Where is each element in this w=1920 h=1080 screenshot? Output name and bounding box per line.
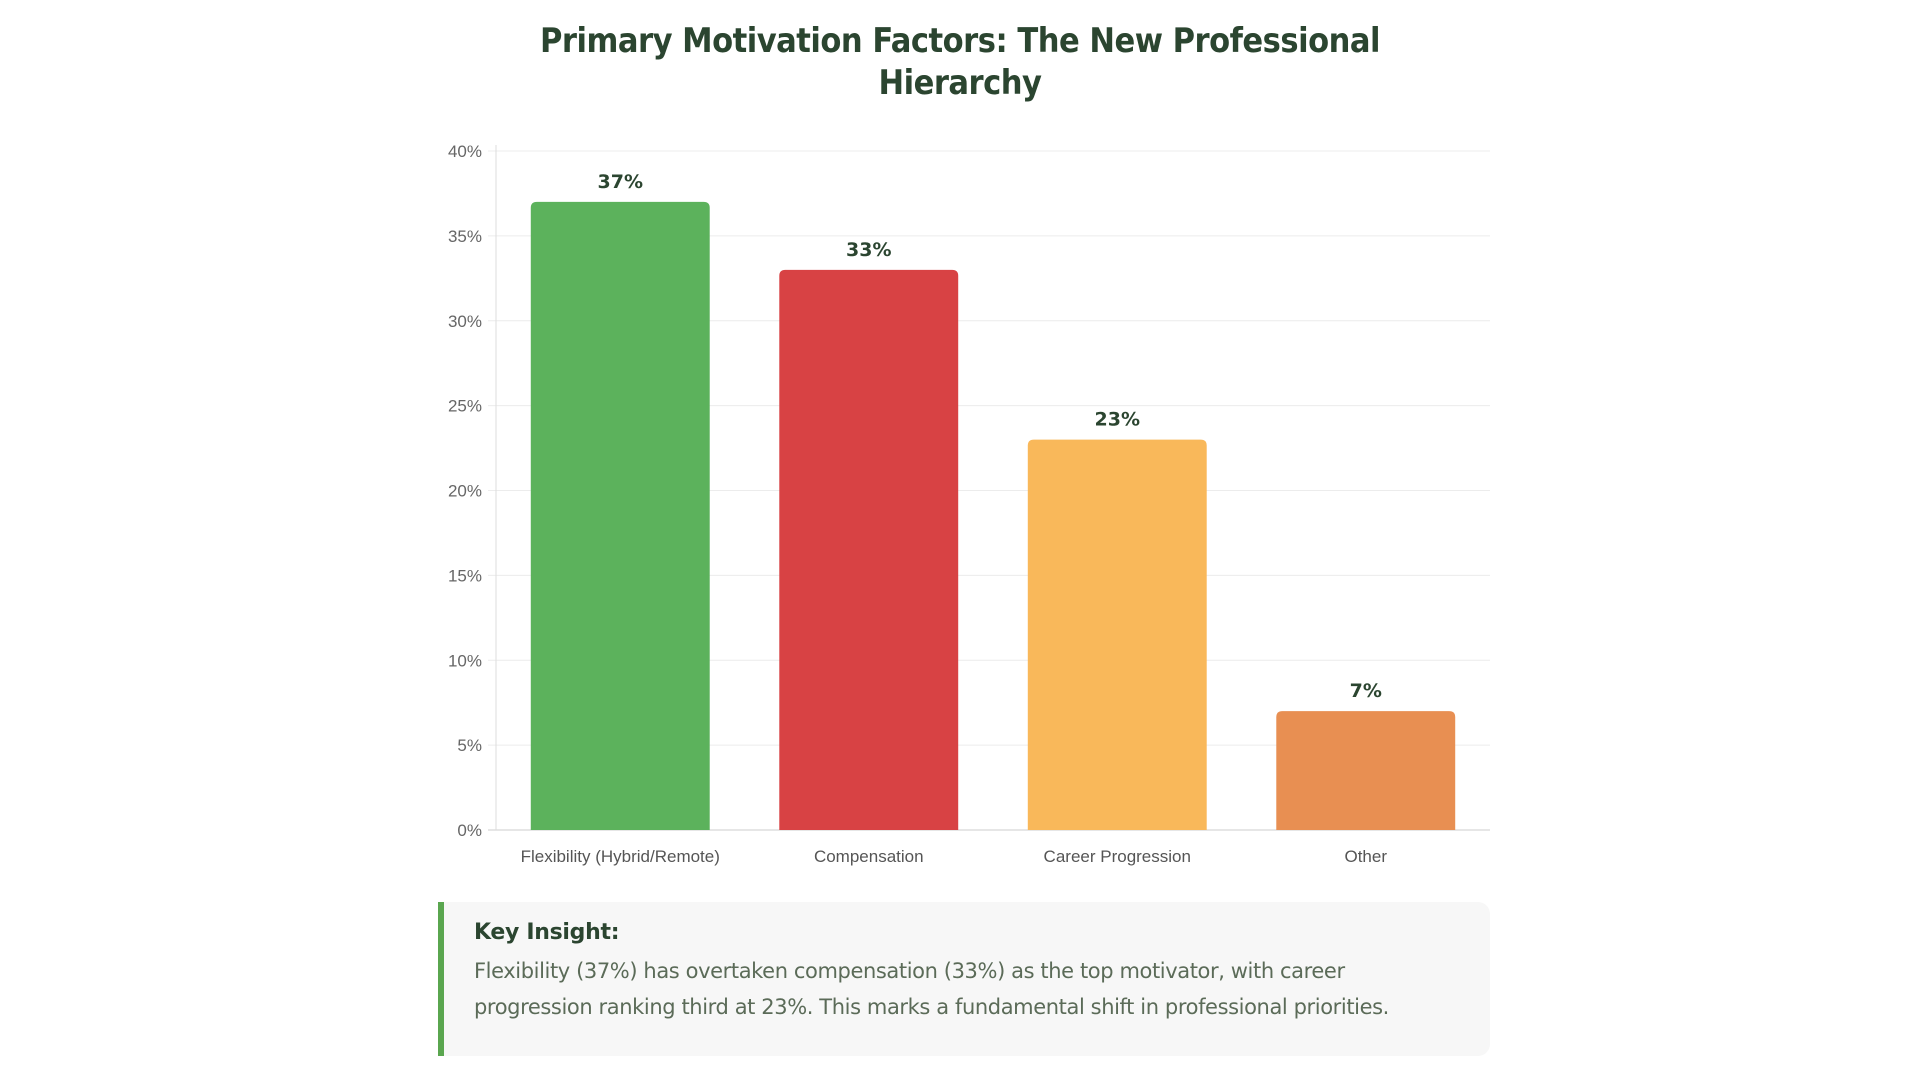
x-tick-label: Other: [1344, 847, 1387, 866]
x-tick-label: Flexibility (Hybrid/Remote): [521, 847, 720, 866]
y-tick-label: 0%: [457, 821, 482, 840]
bar-chart: 0% 5% 10% 15% 20% 25% 30% 35% 40% 37% Flexibility …: [448, 142, 1490, 866]
data-label: 37%: [598, 171, 643, 193]
y-tick-label: 10%: [448, 651, 482, 670]
y-tick-label: 5%: [457, 736, 482, 755]
key-insight-text: Flexibility (37%) has overtaken compensa…: [474, 959, 1389, 1019]
bar-career-progression: [1027, 439, 1207, 830]
chart-title: Primary Motivation Factors: The New Prof…: [539, 21, 1381, 103]
x-tick-label: Compensation: [814, 847, 924, 866]
y-tick-label: 25%: [448, 397, 482, 416]
bar-flexibility-hybrid-remote: [530, 201, 710, 831]
data-label: 33%: [846, 239, 891, 261]
y-tick-label: 15%: [448, 566, 482, 585]
x-tick-label: Career Progression: [1044, 847, 1191, 866]
bar-other: [1276, 711, 1456, 830]
data-label: 7%: [1350, 680, 1382, 702]
key-insight-box: Key Insight: Flexibility (37%) has overt…: [438, 902, 1490, 1056]
key-insight-heading: Key Insight:: [474, 920, 620, 945]
y-tick-label: 30%: [448, 312, 482, 331]
y-tick-label: 40%: [448, 142, 482, 161]
y-tick-label: 35%: [448, 227, 482, 246]
y-tick-label: 20%: [448, 482, 482, 501]
bar-compensation: [779, 269, 959, 830]
data-label: 23%: [1095, 409, 1140, 431]
